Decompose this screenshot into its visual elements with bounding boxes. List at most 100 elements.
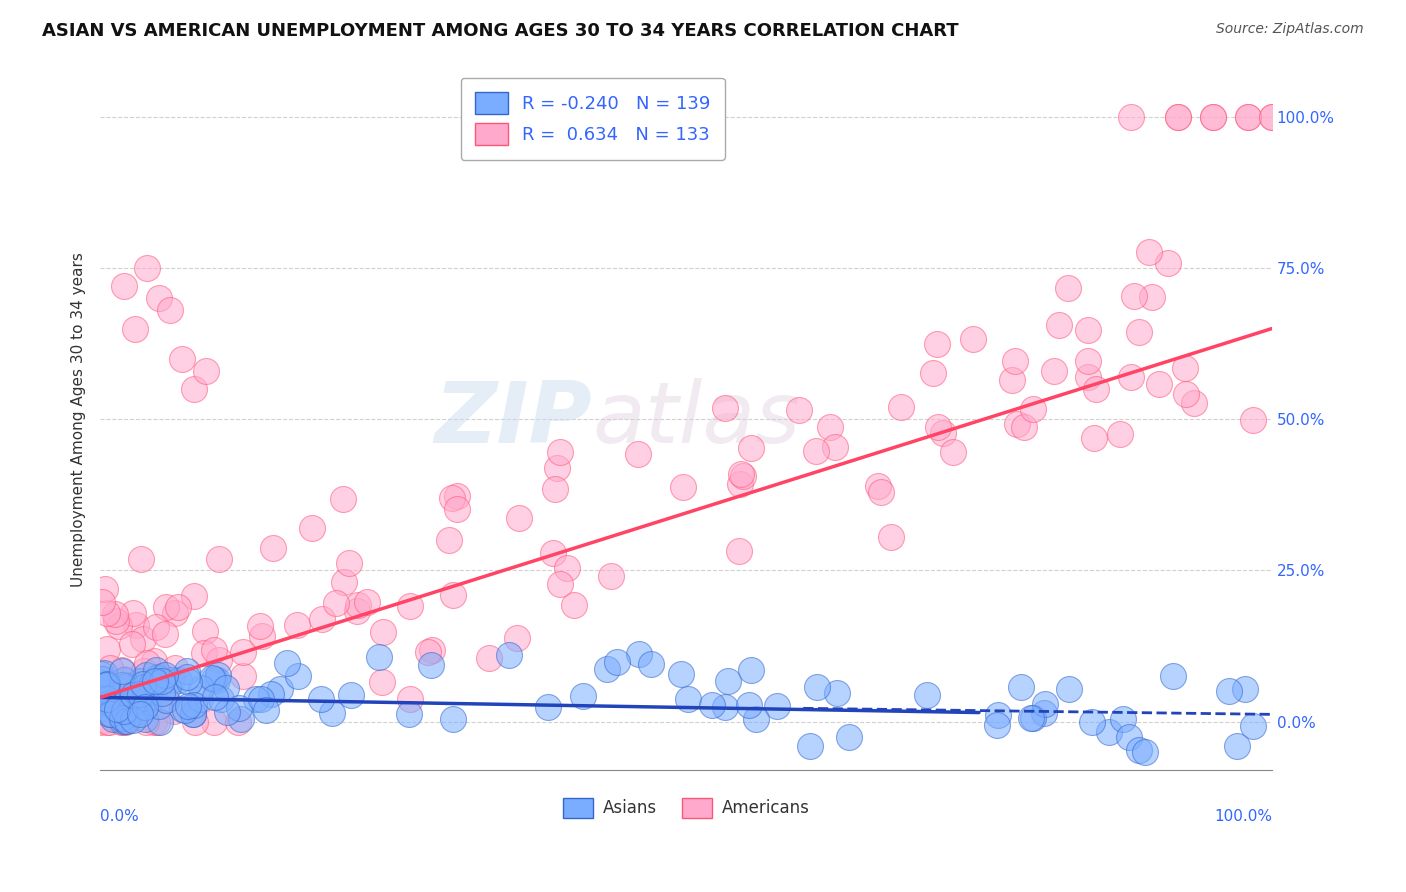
- Point: [301, 521, 323, 535]
- Point: [1137, 245, 1160, 260]
- Point: [124, 321, 146, 335]
- Point: [129, 706, 152, 721]
- Point: [208, 653, 231, 667]
- Point: [110, 714, 132, 729]
- Point: [96, 692, 118, 706]
- Point: [1241, 412, 1264, 426]
- Point: [183, 714, 205, 729]
- Point: [232, 645, 254, 659]
- Point: [441, 491, 464, 505]
- Point: [1085, 382, 1108, 396]
- Point: [824, 440, 846, 454]
- Point: [1012, 419, 1035, 434]
- Point: [356, 595, 378, 609]
- Point: [437, 533, 460, 547]
- Point: [1112, 712, 1135, 726]
- Point: [441, 712, 464, 726]
- Point: [97, 714, 120, 729]
- Point: [269, 682, 291, 697]
- Point: [150, 686, 173, 700]
- Point: [143, 677, 166, 691]
- Point: [142, 654, 165, 668]
- Point: [346, 604, 368, 618]
- Point: [1261, 110, 1284, 124]
- Point: [371, 625, 394, 640]
- Point: [101, 711, 124, 725]
- Point: [745, 712, 768, 726]
- Point: [1121, 370, 1143, 384]
- Point: [890, 400, 912, 414]
- Point: [89, 681, 111, 695]
- Point: [672, 480, 695, 494]
- Point: [129, 552, 152, 566]
- Point: [1098, 724, 1121, 739]
- Point: [789, 403, 811, 417]
- Text: 0.0%: 0.0%: [100, 808, 139, 823]
- Point: [420, 643, 443, 657]
- Point: [127, 692, 149, 706]
- Point: [562, 598, 585, 612]
- Point: [174, 702, 197, 716]
- Point: [544, 482, 567, 496]
- Point: [446, 502, 468, 516]
- Point: [262, 541, 284, 556]
- Point: [260, 687, 283, 701]
- Point: [111, 711, 134, 725]
- Point: [1233, 682, 1256, 697]
- Point: [115, 714, 138, 728]
- Point: [127, 705, 149, 719]
- Point: [188, 691, 211, 706]
- Point: [135, 714, 157, 729]
- Point: [986, 717, 1008, 731]
- Point: [1021, 711, 1043, 725]
- Point: [162, 673, 184, 688]
- Point: [1135, 745, 1157, 759]
- Point: [1083, 431, 1105, 445]
- Point: [1032, 706, 1054, 720]
- Point: [200, 671, 222, 685]
- Point: [183, 706, 205, 721]
- Point: [838, 730, 860, 744]
- Point: [716, 673, 738, 688]
- Point: [138, 686, 160, 700]
- Point: [127, 700, 149, 714]
- Point: [96, 607, 118, 621]
- Point: [96, 677, 118, 691]
- Point: [120, 678, 142, 692]
- Point: [640, 657, 662, 671]
- Point: [398, 599, 420, 613]
- Point: [340, 688, 363, 702]
- Point: [207, 668, 229, 682]
- Point: [193, 646, 215, 660]
- Text: 100.0%: 100.0%: [1213, 808, 1272, 823]
- Point: [347, 598, 370, 612]
- Point: [1161, 669, 1184, 683]
- Point: [172, 702, 194, 716]
- Text: ZIP: ZIP: [434, 377, 592, 461]
- Point: [333, 574, 356, 589]
- Point: [595, 662, 617, 676]
- Point: [927, 420, 949, 434]
- Point: [806, 444, 828, 458]
- Point: [1167, 110, 1189, 124]
- Point: [96, 714, 118, 729]
- Text: Source: ZipAtlas.com: Source: ZipAtlas.com: [1216, 22, 1364, 37]
- Point: [134, 691, 156, 706]
- Point: [132, 632, 155, 646]
- Point: [146, 714, 169, 729]
- Point: [541, 546, 564, 560]
- Text: atlas: atlas: [592, 377, 800, 461]
- Point: [181, 707, 204, 722]
- Point: [153, 668, 176, 682]
- Point: [1080, 714, 1102, 729]
- Point: [418, 645, 440, 659]
- Point: [135, 685, 157, 699]
- Point: [138, 695, 160, 709]
- Point: [866, 479, 889, 493]
- Point: [1121, 110, 1143, 124]
- Point: [141, 676, 163, 690]
- Point: [537, 700, 560, 714]
- Point: [1033, 698, 1056, 712]
- Point: [728, 544, 751, 558]
- Point: [879, 530, 901, 544]
